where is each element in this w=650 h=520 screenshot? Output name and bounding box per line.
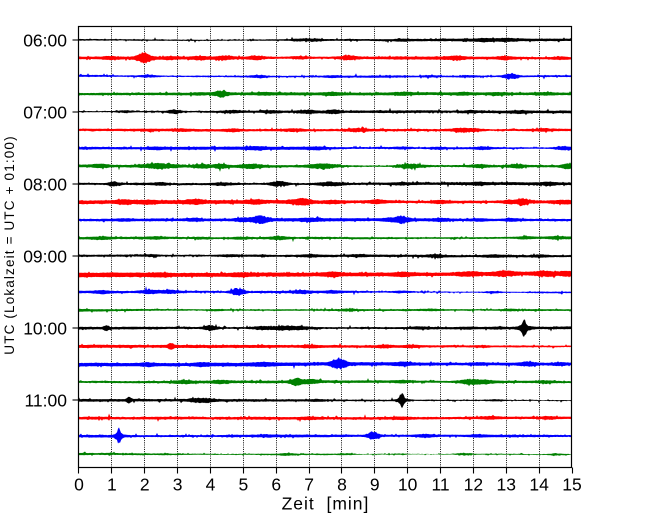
svg-text:8: 8	[337, 475, 347, 495]
svg-text:0: 0	[74, 475, 84, 495]
svg-text:09:00: 09:00	[23, 246, 67, 266]
svg-text:3: 3	[173, 475, 183, 495]
svg-text:14: 14	[529, 475, 549, 495]
svg-text:1: 1	[107, 475, 117, 495]
svg-text:6: 6	[271, 475, 281, 495]
svg-text:11:00: 11:00	[25, 390, 68, 410]
svg-text:5: 5	[238, 475, 248, 495]
svg-text:07:00: 07:00	[23, 102, 67, 122]
svg-text:15: 15	[562, 475, 581, 495]
svg-text:10:00: 10:00	[23, 318, 67, 338]
svg-text:9: 9	[370, 475, 380, 495]
svg-text:10: 10	[398, 475, 418, 495]
svg-text:12: 12	[464, 475, 483, 495]
svg-text:4: 4	[206, 475, 216, 495]
svg-text:7: 7	[304, 475, 314, 495]
svg-text:2: 2	[140, 475, 150, 495]
svg-text:UTC (Lokalzeit = UTC + 01:00): UTC (Lokalzeit = UTC + 01:00)	[2, 135, 17, 354]
svg-text:11: 11	[431, 475, 449, 495]
svg-text:13: 13	[497, 475, 516, 495]
svg-text:08:00: 08:00	[23, 174, 67, 194]
svg-text:Zeit [min]: Zeit [min]	[282, 494, 370, 514]
svg-text:06:00: 06:00	[23, 30, 67, 50]
